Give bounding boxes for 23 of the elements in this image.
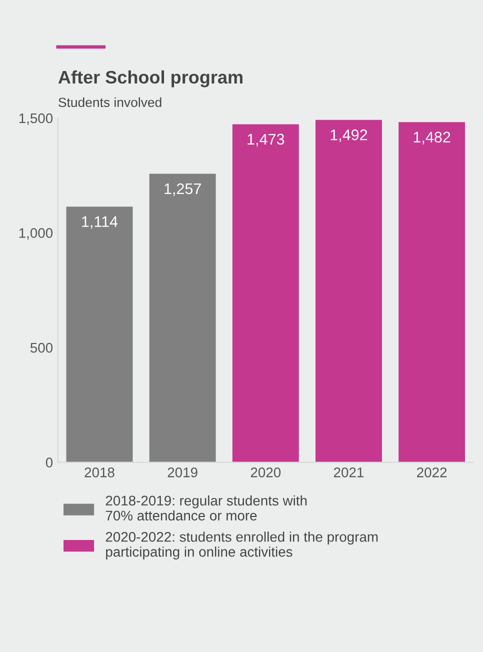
data-label: 1,473 bbox=[248, 134, 284, 146]
bar bbox=[398, 122, 466, 462]
y-tick-label: 0 bbox=[46, 458, 53, 468]
data-label: 1,492 bbox=[330, 129, 368, 142]
bar bbox=[149, 174, 216, 462]
chart-subtitle: Students involved bbox=[58, 97, 162, 108]
bar bbox=[315, 120, 382, 462]
x-tick-label: 2020 bbox=[250, 467, 281, 478]
data-label: 1,482 bbox=[414, 132, 450, 144]
bar bbox=[66, 206, 133, 462]
data-label: 1,114 bbox=[82, 216, 118, 229]
x-tick-label: 2018 bbox=[84, 467, 114, 478]
data-label: 1,257 bbox=[164, 183, 201, 196]
y-tick-label: 500 bbox=[30, 342, 53, 353]
x-tick-label: 2021 bbox=[334, 467, 364, 478]
chart-title: After School program bbox=[58, 70, 242, 88]
bar bbox=[232, 124, 299, 462]
y-tick-label: 1,500 bbox=[19, 113, 53, 125]
legend-label: 2018-2019: regular students with 70% attendance or more bbox=[106, 495, 307, 521]
x-tick-label: 2019 bbox=[168, 467, 198, 478]
legend-label: 2020-2022: students enrolled in the program participating in online activities bbox=[106, 532, 378, 560]
y-tick-label: 1,000 bbox=[19, 228, 53, 240]
x-tick-label: 2022 bbox=[417, 467, 447, 478]
